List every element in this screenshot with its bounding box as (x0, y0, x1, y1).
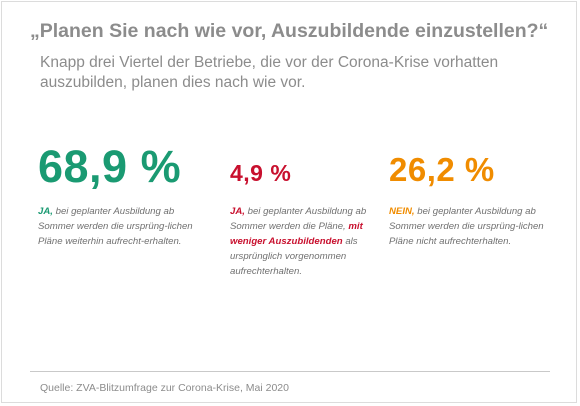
stat-text: bei geplanter Ausbildung ab Sommer werde… (230, 206, 367, 232)
stat-description: JA, bei geplanter Ausbildung ab Sommer w… (230, 204, 395, 279)
page-subtitle: Knapp drei Viertel der Betriebe, die vor… (40, 54, 499, 91)
page-title: „Planen Sie nach wie vor, Auszubildende … (30, 20, 549, 42)
stat-yes-fewer-trainees: 4,9 % JA, bei geplanter Ausbildung ab So… (230, 142, 366, 277)
stat-highlight: mit weniger Auszubildenden (230, 221, 363, 247)
stat-description: JA, bei geplanter Ausbildung ab Sommer w… (38, 204, 203, 249)
stat-value: 68,9 % (38, 141, 182, 192)
stat-value: 26,2 % (389, 151, 495, 188)
stat-answer: JA, (38, 206, 53, 217)
footer-divider (30, 371, 550, 372)
stat-text: bei geplanter Ausbildung ab Sommer werde… (38, 206, 193, 247)
stat-no: 26,2 % NEIN, bei geplanter Ausbildung ab… (389, 142, 544, 247)
stat-text-continued: als ursprünglich vorgenommen aufrechterh… (230, 236, 358, 277)
stat-yes-unchanged: 68,9 % JA, bei geplanter Ausbildung ab S… (38, 141, 193, 248)
stat-description: NEIN, bei geplanter Ausbildung ab Sommer… (389, 204, 554, 249)
stat-answer: JA, (230, 206, 245, 217)
stat-value: 4,9 % (230, 160, 292, 186)
stat-text: bei geplanter Ausbildung ab Sommer werde… (389, 206, 544, 247)
source-note: Quelle: ZVA-Blitzumfrage zur Corona-Kris… (40, 382, 289, 394)
stat-answer: NEIN, (389, 206, 415, 217)
